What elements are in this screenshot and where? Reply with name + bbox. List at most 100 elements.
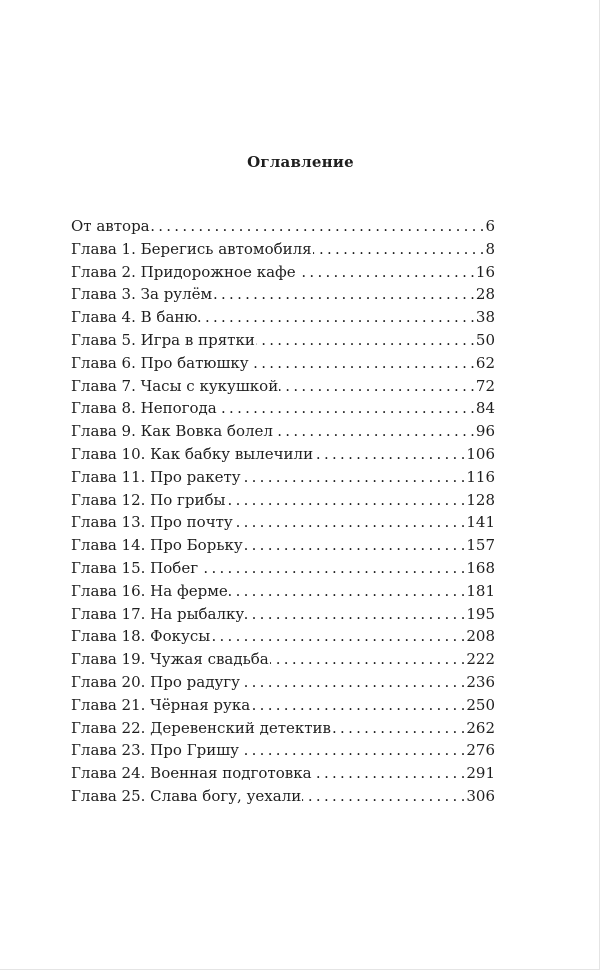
toc-entry-page: 262 — [466, 718, 495, 737]
toc-entry: Глава 18. Фокусы 208 — [71, 627, 495, 650]
toc-entry-title: Глава 23. Про Гришу — [71, 741, 239, 760]
dot-leader — [314, 445, 465, 463]
toc-entry-title: Глава 15. Побег — [71, 558, 199, 577]
dot-leader — [240, 741, 465, 759]
toc-entry-title: Глава 21. Чёрная рука — [71, 695, 251, 714]
dot-leader — [242, 468, 466, 486]
toc-entry-title: Глава 9. Как Вовка болел — [71, 422, 273, 441]
dot-leader — [218, 399, 475, 417]
toc-entry: Глава 1. Берегись автомобиля 8 — [71, 240, 495, 263]
toc-entry: Глава 12. По грибы 128 — [71, 491, 495, 514]
toc-entry-page: 106 — [466, 444, 495, 463]
toc-entry-page: 157 — [466, 536, 495, 555]
toc-entry-title: Глава 25. Слава богу, уехали — [71, 786, 302, 805]
toc-entry-title: Глава 22. Деревенский детектив — [71, 718, 331, 737]
toc-entry: Глава 2. Придорожное кафе 16 — [71, 263, 495, 286]
dot-leader — [332, 719, 465, 737]
toc-entry-page: 306 — [466, 786, 495, 805]
toc-entry-title: Глава 17. На рыбалку — [71, 604, 245, 623]
toc-entry: Глава 3. За рулём 28 — [71, 285, 495, 308]
toc-entry-page: 50 — [475, 330, 495, 349]
dot-leader — [270, 650, 466, 668]
toc-entry-title: Глава 24. Военная подготовка — [71, 764, 312, 783]
dot-leader — [151, 217, 485, 235]
toc-entry-title: Глава 4. В баню — [71, 308, 198, 327]
dot-leader — [234, 513, 466, 531]
toc-entry-title: Глава 5. Игра в прятки — [71, 330, 255, 349]
toc-entry: Глава 10. Как бабку вылечили 106 — [71, 445, 495, 468]
toc-entry: Глава 8. Непогода 84 — [71, 399, 495, 422]
toc-entry-title: Глава 13. Про почту — [71, 513, 233, 532]
toc-entry-page: 38 — [475, 308, 495, 327]
toc-entry-page: 181 — [466, 581, 495, 600]
dot-leader — [244, 536, 466, 554]
page-title: Оглавление — [247, 153, 354, 171]
toc-entry-page: 168 — [466, 558, 495, 577]
toc-entry-title: Глава 11. Про ракету — [71, 467, 241, 486]
toc-entry-title: От автора — [71, 217, 150, 235]
toc-entry-page: 62 — [475, 353, 495, 372]
toc-entry-title: Глава 2. Придорожное кафе — [71, 262, 296, 281]
toc-entry-title: Глава 3. За рулём — [71, 285, 213, 304]
toc-entry-page: 8 — [485, 239, 495, 258]
toc-entry-title: Глава 14. Про Борьку — [71, 536, 243, 555]
toc-entry-page: 116 — [466, 467, 495, 486]
toc-entry: Глава 6. Про батюшку 62 — [71, 354, 495, 377]
toc-entry-page: 222 — [466, 650, 495, 669]
dot-leader — [211, 627, 465, 645]
dot-leader — [256, 331, 475, 349]
toc-entry-title: Глава 16. На ферме — [71, 581, 228, 600]
toc-entry-page: 96 — [475, 422, 495, 441]
toc-entry: Глава 16. На ферме 181 — [71, 582, 495, 605]
dot-leader — [251, 696, 465, 714]
dot-leader — [213, 285, 475, 303]
toc-entry: Глава 11. Про ракету 116 — [71, 468, 495, 491]
toc-entry-page: 236 — [466, 672, 495, 691]
toc-entry-page: 6 — [485, 217, 495, 235]
toc-entry-title: Глава 8. Непогода — [71, 399, 217, 418]
toc-entry: Глава 9. Как Вовка болел 96 — [71, 422, 495, 445]
toc-entry-title: Глава 12. По грибы — [71, 490, 226, 509]
toc-entry-title: Глава 7. Часы с кукушкой — [71, 376, 279, 395]
toc-entry-page: 208 — [466, 627, 495, 646]
toc-entry: Глава 21. Чёрная рука 250 — [71, 696, 495, 719]
dot-leader — [199, 559, 465, 577]
toc-entry-title: Глава 6. Про батюшку — [71, 353, 249, 372]
dot-leader — [227, 491, 466, 509]
toc-entry: Глава 24. Военная подготовка 291 — [71, 764, 495, 787]
toc-entry: Глава 5. Игра в прятки 50 — [71, 331, 495, 354]
toc-entry: Глава 20. Про радугу 236 — [71, 673, 495, 696]
toc-entry-page: 276 — [466, 741, 495, 760]
dot-leader — [297, 263, 475, 281]
table-of-contents: От автора6Глава 1. Берегись автомобиля8Г… — [71, 217, 495, 810]
toc-entry-page: 128 — [466, 490, 495, 509]
dot-leader — [198, 308, 474, 326]
dot-leader — [313, 240, 485, 258]
dot-leader — [229, 582, 466, 600]
toc-entry: Глава 13. Про почту 141 — [71, 513, 495, 536]
toc-entry-page: 28 — [475, 285, 495, 304]
toc-entry-page: 72 — [475, 376, 495, 395]
toc-entry-title: Глава 10. Как бабку вылечили — [71, 444, 314, 463]
toc-entry-page: 250 — [466, 695, 495, 714]
toc-entry-title: Глава 20. Про радугу — [71, 672, 240, 691]
dot-leader — [250, 354, 475, 372]
toc-entry-page: 84 — [475, 399, 495, 418]
toc-entry: Глава 14. Про Борьку 157 — [71, 536, 495, 559]
toc-entry-title: Глава 19. Чужая свадьба — [71, 650, 269, 669]
toc-entry: Глава 15. Побег 168 — [71, 559, 495, 582]
toc-entry: Глава 22. Деревенский детектив 262 — [71, 719, 495, 742]
dot-leader — [274, 422, 475, 440]
dot-leader — [302, 787, 465, 805]
toc-entry-page: 291 — [466, 764, 495, 783]
toc-entry-page: 195 — [466, 604, 495, 623]
toc-entry: Глава 25. Слава богу, уехали 306 — [71, 787, 495, 810]
toc-entry-page: 16 — [475, 262, 495, 281]
toc-entry-title: Глава 1. Берегись автомобиля — [71, 239, 312, 258]
toc-entry: Глава 17. На рыбалку 195 — [71, 605, 495, 628]
toc-entry: От автора 6 — [71, 217, 495, 240]
toc-entry-title: Глава 18. Фокусы — [71, 627, 211, 646]
toc-entry: Глава 19. Чужая свадьба 222 — [71, 650, 495, 673]
dot-leader — [313, 764, 466, 782]
